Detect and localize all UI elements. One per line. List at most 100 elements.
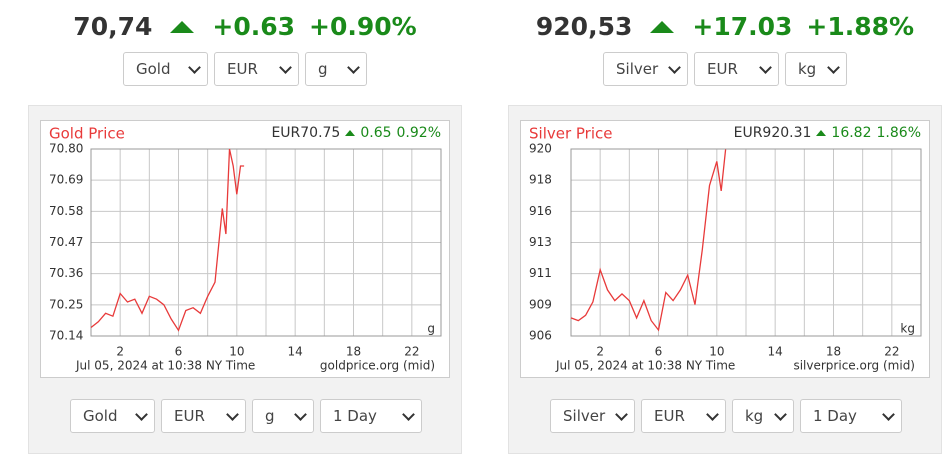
- x-tick-label: 18: [826, 345, 841, 359]
- quote-change-pct: 0.92%: [396, 125, 441, 141]
- chevron: [402, 407, 415, 421]
- chevron: [188, 60, 201, 74]
- dropdown[interactable]: 1 Day: [320, 399, 422, 433]
- quote: EUR70.75: [271, 125, 341, 141]
- x-tick-label: 22: [884, 345, 899, 359]
- dropdown-value: kg: [798, 60, 817, 78]
- dropdown-value: Silver: [563, 407, 606, 425]
- chevron: [774, 407, 787, 421]
- chevron: [294, 407, 307, 421]
- x-tick-label: 6: [655, 345, 663, 359]
- dropdown[interactable]: EUR: [641, 399, 726, 433]
- timestamp: Jul 05, 2024 at 10:38 NY Time: [75, 359, 255, 373]
- dropdown-value: Gold: [136, 60, 171, 78]
- y-tick-label: 906: [529, 329, 552, 343]
- y-tick-label: 918: [529, 173, 552, 187]
- y-tick-label: 70.69: [49, 173, 83, 187]
- quote: EUR920.31: [733, 125, 812, 141]
- y-tick-label: 70.36: [49, 266, 83, 280]
- dropdown[interactable]: Gold: [123, 52, 208, 86]
- x-tick-label: 2: [596, 345, 604, 359]
- chart: Gold Price 70.14 70.25 70.36 70.47 70.58 70.69…: [49, 125, 442, 373]
- chart-box: EUR70.75 0.65 0.92% Gold Price 70.14 70.25 70.…: [40, 120, 450, 378]
- dropdown-value: 1 Day: [333, 407, 377, 425]
- dropdown[interactable]: Gold: [70, 399, 155, 433]
- y-tick-label: 70.80: [49, 142, 83, 156]
- dropdown[interactable]: Silver: [550, 399, 635, 433]
- x-tick-label: 18: [346, 345, 361, 359]
- y-tick-label: 916: [529, 204, 552, 218]
- dropdown-value: EUR: [654, 407, 685, 425]
- select-row: Gold EUR g 1 Day: [70, 399, 422, 433]
- dropdown[interactable]: 1 Day: [800, 399, 902, 433]
- y-tick-label: 913: [529, 235, 552, 249]
- dropdown[interactable]: EUR: [161, 399, 246, 433]
- chevron: [882, 407, 895, 421]
- x-tick-label: 22: [404, 345, 419, 359]
- dropdown-value: 1 Day: [813, 407, 857, 425]
- price-header: 920,53 +17.03 +1.88%: [485, 12, 944, 41]
- dropdown[interactable]: EUR: [214, 52, 299, 86]
- dropdown-value: EUR: [707, 60, 738, 78]
- chevron: [135, 407, 148, 421]
- price-line: [90, 148, 245, 332]
- up-arrow: [170, 20, 195, 33]
- chevron: [759, 60, 772, 74]
- chevron: [615, 407, 628, 421]
- price: 70,74: [73, 12, 153, 41]
- y-tick-label: 70.25: [49, 297, 83, 311]
- plot-frame: [570, 148, 922, 337]
- chart: Silver Price 906 909 911 913 916 918 920 2 6 10 14 1…: [529, 125, 922, 373]
- y-tick-label: 70.14: [49, 329, 83, 343]
- y-tick-label: 70.47: [49, 235, 83, 249]
- dropdown-value: EUR: [227, 60, 258, 78]
- quote-change-pct: 1.86%: [876, 125, 921, 141]
- up-arrow: [650, 20, 675, 33]
- price-header: 70,74 +0.63 +0.90%: [5, 12, 485, 41]
- y-tick-label: 909: [529, 297, 552, 311]
- chevron: [347, 60, 360, 74]
- dropdown[interactable]: kg: [732, 399, 794, 433]
- x-tick-label: 2: [116, 345, 124, 359]
- dropdown-value: g: [265, 407, 275, 425]
- unit-label: g: [427, 322, 435, 336]
- quote-arrow: [345, 130, 356, 136]
- dropdown[interactable]: g: [305, 52, 367, 86]
- change-pct: +1.88%: [806, 12, 915, 41]
- chevron: [226, 407, 239, 421]
- change: +0.63: [212, 12, 296, 41]
- dropdown-value: kg: [745, 407, 764, 425]
- chart-title: Silver Price: [529, 125, 613, 143]
- quote-row: EUR920.31 16.82 1.86%: [734, 125, 921, 141]
- quote-arrow: [816, 130, 827, 136]
- chart-title: Gold Price: [49, 125, 125, 143]
- select-row: Silver EUR kg 1 Day: [550, 399, 902, 433]
- x-tick-label: 10: [709, 345, 724, 359]
- dropdown-value: Gold: [83, 407, 118, 425]
- x-tick-label: 10: [229, 345, 244, 359]
- x-tick-label: 6: [175, 345, 183, 359]
- dropdown[interactable]: kg: [785, 52, 847, 86]
- quote-change: 0.65: [360, 125, 392, 141]
- chart-card: Silver EUR kg 1 Day EUR920.31 16.82 1.86% Silve…: [508, 105, 942, 454]
- select-row: Gold EUR g: [123, 52, 367, 86]
- dropdown[interactable]: g: [252, 399, 314, 433]
- dropdown[interactable]: EUR: [694, 52, 779, 86]
- price-line: [570, 149, 727, 332]
- chevron: [827, 60, 840, 74]
- chart-card: Gold EUR g 1 Day EUR70.75 0.65 0.92% Gold Price…: [28, 105, 462, 454]
- chevron: [668, 60, 681, 74]
- y-tick-label: 911: [529, 266, 552, 280]
- chevron: [706, 407, 719, 421]
- dropdown[interactable]: Silver: [603, 52, 688, 86]
- chart-box: EUR920.31 16.82 1.86% Silver Price 906 909 911…: [520, 120, 930, 378]
- change-pct: +0.90%: [309, 12, 417, 41]
- plot-frame: [90, 148, 442, 337]
- y-tick-label: 920: [529, 142, 552, 156]
- x-tick-label: 14: [768, 345, 783, 359]
- dropdown-value: Silver: [616, 60, 659, 78]
- quote-change: 16.82: [831, 125, 872, 141]
- quote-row: EUR70.75 0.65 0.92%: [271, 125, 441, 141]
- change: +17.03: [692, 12, 793, 41]
